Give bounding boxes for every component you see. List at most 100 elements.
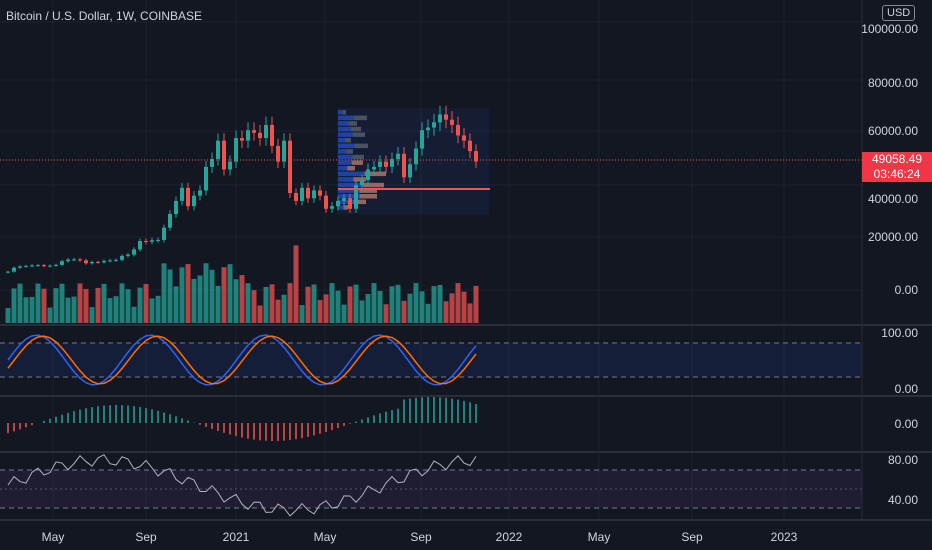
- volume-bar: [347, 286, 353, 323]
- volume-bar: [359, 300, 365, 323]
- candle-body: [54, 264, 58, 266]
- candle-body: [294, 193, 298, 201]
- volume-bar: [329, 283, 335, 323]
- volume-bar: [221, 267, 227, 323]
- volume-profile-bar: [352, 132, 365, 137]
- volume-profile-bar: [338, 115, 354, 121]
- chart-title[interactable]: Bitcoin / U.S. Dollar, 1W, COINBASE: [6, 9, 203, 23]
- stoch-k-line: [7, 334, 477, 386]
- volume-bar: [143, 283, 149, 323]
- candle-body: [96, 261, 100, 263]
- volume-bar: [335, 290, 341, 323]
- volume-bar: [287, 283, 293, 323]
- time-tick: May: [41, 530, 65, 544]
- volume-bar: [413, 283, 419, 323]
- price-tick: 40000.00: [867, 192, 918, 206]
- volume-bar: [443, 301, 449, 323]
- candle-body: [78, 259, 82, 261]
- time-tick: May: [587, 530, 611, 544]
- candle-body: [150, 240, 154, 242]
- volume-bar: [317, 300, 323, 323]
- volume-bar: [119, 283, 125, 323]
- volume-profile-bar: [345, 138, 351, 143]
- volume-profile-bar: [338, 177, 354, 182]
- candle-body: [30, 265, 34, 267]
- volume-bar: [473, 285, 479, 323]
- volume-bar: [371, 283, 377, 323]
- candle-body: [66, 259, 70, 262]
- stoch-tick: 0.00: [894, 382, 918, 396]
- price-tick: 80000.00: [867, 76, 918, 90]
- candle-body: [240, 138, 244, 141]
- volume-bar: [209, 269, 215, 323]
- volume-bar: [281, 294, 287, 323]
- volume-bar: [407, 293, 413, 323]
- volume-profile-bar: [353, 115, 367, 121]
- volume-bar: [95, 287, 101, 323]
- candle-body: [348, 198, 352, 209]
- volume-bar: [341, 304, 347, 323]
- volume-profile-bar: [338, 121, 349, 126]
- bar-countdown-badge: 03:46:24: [862, 167, 932, 182]
- volume-bar: [89, 307, 95, 323]
- candle-body: [108, 260, 112, 262]
- currency-button[interactable]: USD: [882, 5, 916, 21]
- time-tick: 2023: [770, 530, 798, 544]
- volume-bar: [263, 286, 269, 323]
- candle-body: [450, 119, 454, 125]
- candle-body: [408, 164, 412, 178]
- rsi-line: [7, 454, 477, 517]
- candle-body: [318, 190, 322, 196]
- rsi-tick: 80.00: [887, 453, 918, 467]
- volume-bar: [353, 284, 359, 323]
- volume-bar: [461, 291, 467, 323]
- volume-bar: [29, 296, 35, 323]
- candle-body: [390, 159, 394, 167]
- volume-bar: [155, 295, 161, 323]
- candle-body: [360, 179, 364, 186]
- candle-body: [474, 151, 478, 162]
- volume-profile-bar: [338, 126, 351, 132]
- candle-body: [402, 153, 406, 178]
- volume-bar: [299, 305, 305, 323]
- candle-body: [138, 241, 142, 250]
- volume-bar: [251, 290, 257, 323]
- candle-body: [444, 114, 448, 120]
- candle-body: [378, 161, 382, 167]
- volume-bar: [137, 287, 143, 323]
- volume-profile-bar: [338, 138, 346, 143]
- candle-body: [180, 187, 184, 201]
- volume-bar: [389, 286, 395, 323]
- candle-body: [18, 266, 22, 268]
- candle-body: [120, 255, 124, 260]
- rsi-tick: 40.00: [887, 493, 918, 507]
- candle-body: [270, 124, 274, 146]
- volume-bar: [131, 306, 137, 323]
- price-tick: 20000.00: [867, 230, 918, 244]
- candle-body: [222, 140, 226, 170]
- volume-bar: [191, 278, 197, 323]
- candle-body: [72, 259, 76, 261]
- volume-bar: [437, 284, 443, 323]
- candle-body: [396, 153, 400, 159]
- volume-profile-bar: [338, 199, 354, 205]
- volume-profile-bar: [351, 160, 363, 165]
- volume-profile-bar: [346, 149, 353, 154]
- candle-body: [276, 145, 280, 162]
- volume-profile-bar: [348, 121, 357, 126]
- candle-body: [372, 166, 376, 170]
- macd-tick: 0.00: [894, 417, 918, 431]
- volume-bar: [275, 299, 281, 323]
- volume-profile-bar: [343, 205, 348, 210]
- candle-body: [186, 187, 190, 207]
- candle-body: [384, 161, 388, 167]
- volume-bar: [425, 303, 431, 323]
- volume-profile-bar: [353, 177, 366, 182]
- candle-body: [282, 140, 286, 162]
- candle-body: [24, 265, 28, 267]
- volume-bar: [35, 283, 41, 323]
- price-tick: 60000.00: [867, 124, 918, 138]
- volume-bar: [161, 263, 167, 323]
- volume-profile-bar: [338, 205, 344, 210]
